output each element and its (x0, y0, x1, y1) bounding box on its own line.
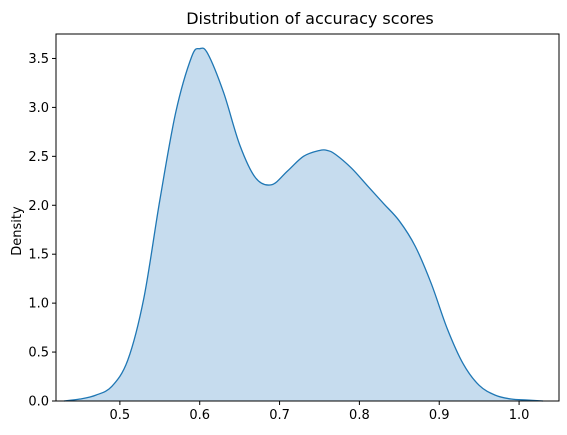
x-tick-label: 0.5 (110, 408, 131, 423)
y-tick-label: 2.0 (28, 199, 49, 214)
y-tick-label: 1.0 (28, 297, 49, 312)
chart-title: Distribution of accuracy scores (186, 9, 434, 28)
y-tick-label: 2.5 (28, 150, 49, 165)
x-tick-label: 0.9 (429, 408, 450, 423)
x-tick-label: 0.6 (189, 408, 210, 423)
density-curve (63, 47, 544, 402)
y-axis-label: Density (10, 206, 25, 256)
y-tick-label: 1.5 (28, 248, 49, 263)
y-tick-label: 3.0 (28, 101, 49, 116)
y-tick-label: 3.5 (28, 52, 49, 67)
y-tick-label: 0.5 (28, 346, 49, 361)
x-tick-label: 1.0 (509, 408, 530, 423)
x-tick-label: 0.8 (349, 408, 370, 423)
density-area-fill (63, 48, 544, 402)
plot-area (63, 47, 544, 402)
y-axis: 0.0 0.5 1.0 1.5 2.0 2.5 3.0 3.5 (28, 52, 56, 410)
x-tick-label: 0.7 (269, 408, 290, 423)
y-tick-label: 0.0 (28, 395, 49, 410)
axes-frame (55, 33, 560, 402)
x-axis: 0.5 0.6 0.7 0.8 0.9 1.0 (110, 401, 530, 423)
